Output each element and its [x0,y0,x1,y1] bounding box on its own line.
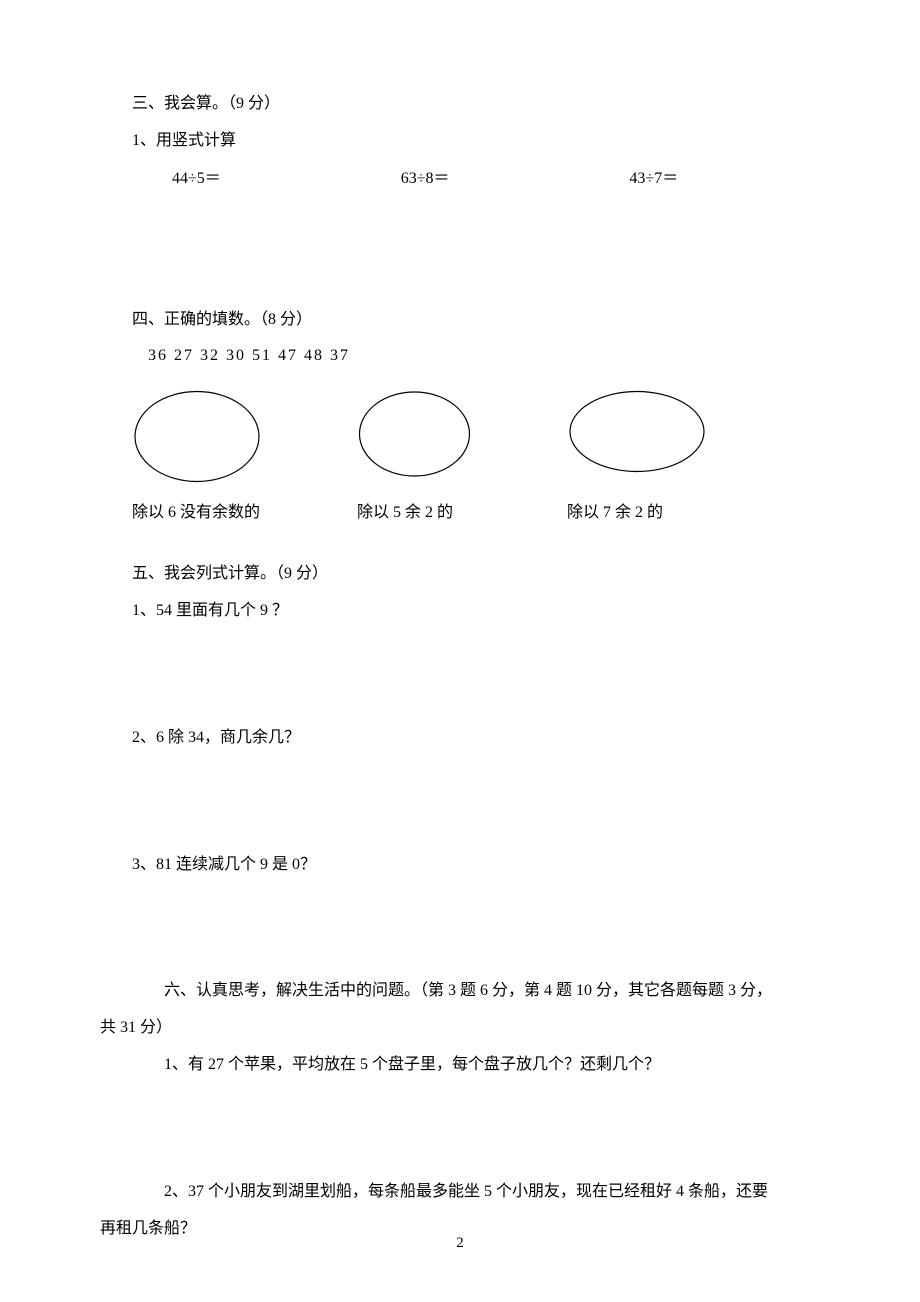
oval-label-2: 除以 5 余 2 的 [357,498,567,522]
section-5-q2: 2、6 除 34，商几余几？ [100,724,820,753]
oval-3 [567,389,707,474]
section-6-q1: 1、有 27 个苹果，平均放在 5 个盘子里，每个盘子放几个？还剩几个？ [100,1051,820,1080]
equations-row: 44÷5＝ 63÷8＝ 43÷7＝ [100,164,820,188]
section-5-q3: 3、81 连续减几个 9 是 0？ [100,851,820,880]
section-4-numbers: 36 27 32 30 51 47 48 37 [100,342,820,371]
oval-2 [357,389,472,479]
oval-label-3: 除以 7 余 2 的 [567,498,747,522]
section-6-title: 六、认真思考，解决生活中的问题。（第 3 题 6 分，第 4 题 10 分，其它… [100,977,820,1006]
equation-1: 44÷5＝ [172,164,401,188]
oval-label-1: 除以 6 没有余数的 [132,498,357,522]
equation-2: 63÷8＝ [401,164,630,188]
section-6-title-cont: 共 31 分） [100,1014,820,1043]
page-number: 2 [0,1235,920,1252]
section-4-title: 四、正确的填数。（8 分） [100,306,820,335]
section-5-title: 五、我会列式计算。（9 分） [100,560,820,589]
section-3-title: 三、我会算。（9 分） [100,90,820,119]
section-3-sub1: 1、用竖式计算 [100,127,820,156]
equation-3: 43÷7＝ [629,164,820,188]
section-5-q1: 1、54 里面有几个 9 ？ [100,597,820,626]
oval-1 [132,389,262,484]
ovals-row [100,389,820,484]
section-6-q2: 2、37 个小朋友到湖里划船，每条船最多能坐 5 个小朋友，现在已经租好 4 条… [100,1178,820,1207]
oval-labels-row: 除以 6 没有余数的 除以 5 余 2 的 除以 7 余 2 的 [100,498,820,522]
